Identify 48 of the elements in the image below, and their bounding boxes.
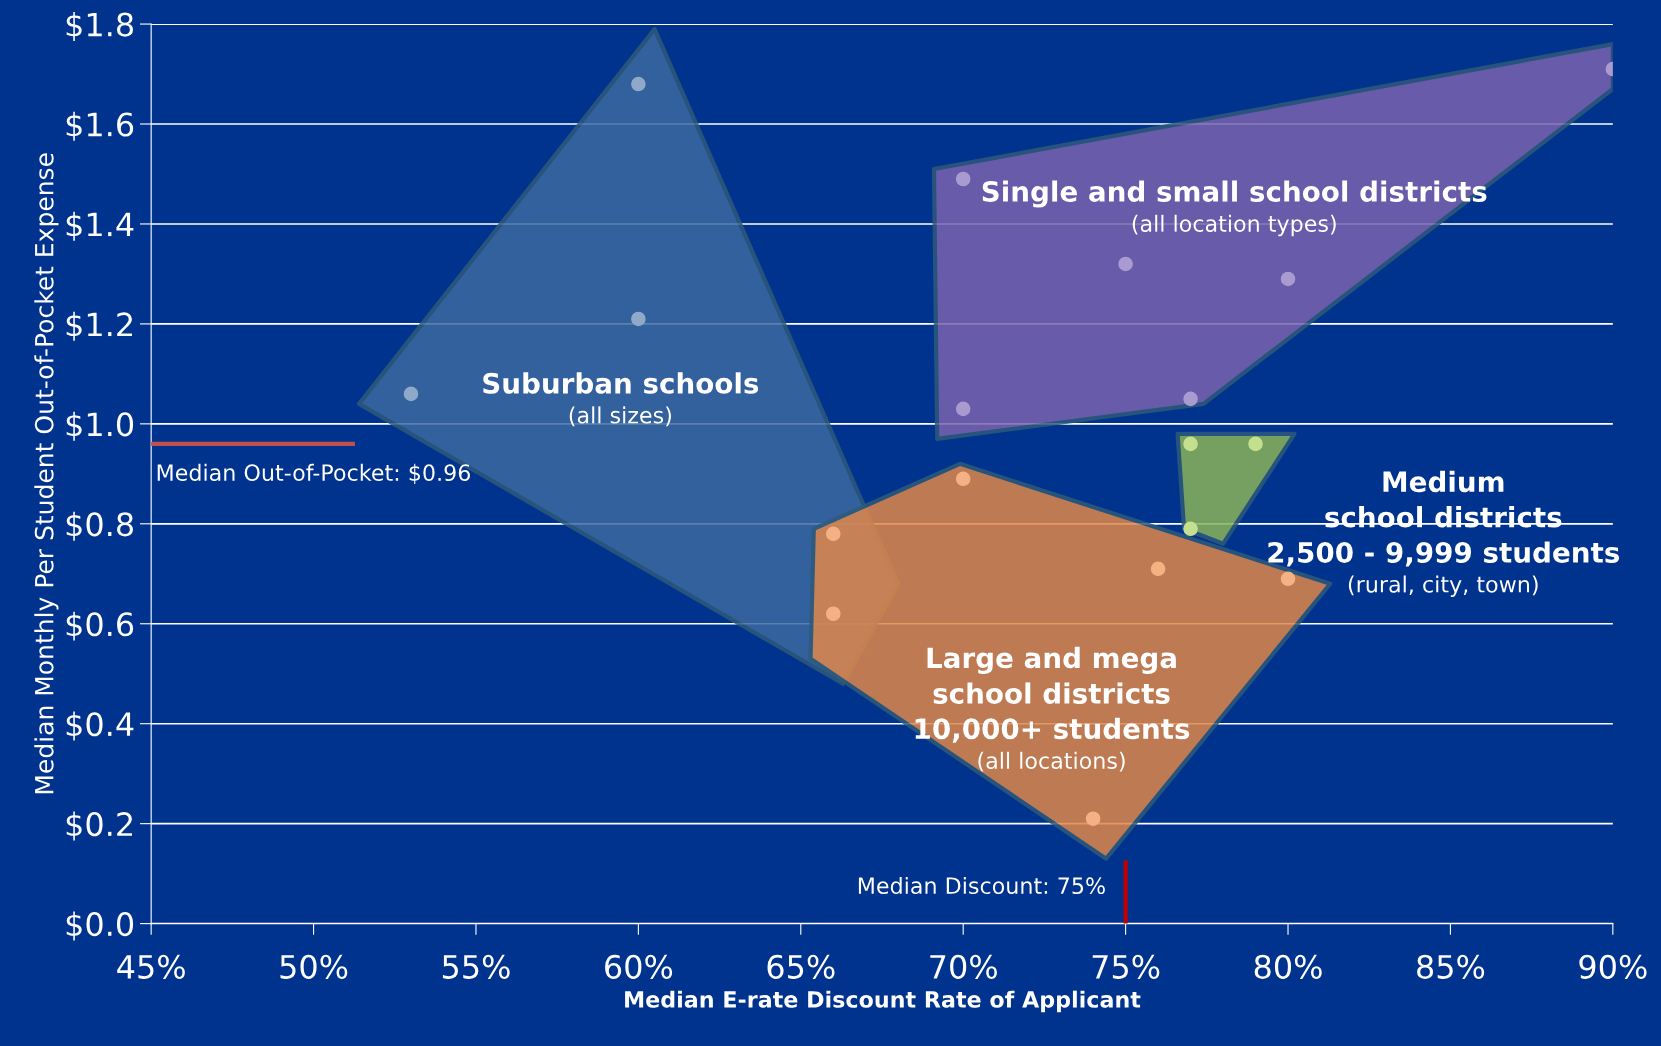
point (1150, 561, 1166, 577)
y-tick-label: $0.4 (66, 711, 134, 741)
x-tick-label: 55% (442, 954, 510, 979)
annotation: (all sizes) (569, 406, 671, 427)
point (1183, 521, 1198, 537)
point (1118, 256, 1133, 272)
point (1248, 436, 1263, 452)
series-label: Suburban schools (483, 372, 759, 394)
series-label: Large and mega school districts 10,000+ students (915, 646, 1190, 743)
y-tick-label: $0.0 (66, 911, 134, 941)
point (403, 386, 419, 402)
y-tick-label: $0.8 (66, 511, 133, 541)
annotation: (rural, city, town) (1348, 575, 1538, 597)
y-tick-label: $0.2 (66, 811, 132, 841)
point (1183, 436, 1198, 452)
x-tick-label: 60% (605, 954, 673, 979)
point (955, 401, 971, 417)
point (1183, 391, 1198, 407)
point (631, 76, 646, 92)
x-tick-label: 45% (117, 954, 185, 979)
x-tick-label: 75% (1092, 954, 1160, 979)
point (631, 311, 646, 327)
series-label: Single and small school districts (982, 180, 1487, 208)
point (1085, 811, 1101, 826)
annotation: (all locations) (978, 751, 1125, 772)
x-tick-label: 90% (1579, 954, 1647, 979)
point (825, 526, 841, 542)
point (955, 471, 971, 487)
x-tick-label: 85% (1417, 954, 1485, 979)
x-axis-title: Median E-rate Discount Rate of Applicant (625, 990, 1141, 1013)
x-tick-label: 80% (1254, 954, 1322, 979)
y-tick-label: $1.0 (66, 411, 134, 441)
y-tick-label: $1.6 (66, 111, 134, 141)
ref-line-label: Median Discount: 75% (858, 876, 1105, 895)
y-tick-label: $1.8 (66, 11, 133, 41)
annotation: (all location types) (1132, 214, 1336, 237)
y-axis-title: Median Monthly Per Student Out-of-Pocket Expense (34, 153, 59, 794)
ref-line-label: Median Out-of-Pocket: $0.96 (157, 463, 470, 484)
point (1280, 571, 1296, 587)
x-tick-label: 65% (767, 954, 835, 979)
point (1280, 271, 1296, 287)
x-tick-label: 50% (280, 954, 348, 979)
point (955, 171, 971, 187)
point (825, 606, 841, 622)
y-tick-label: $1.4 (66, 211, 134, 241)
y-tick-label: $0.6 (66, 611, 134, 641)
y-tick-label: $1.2 (66, 311, 132, 341)
x-tick-label: 70% (930, 954, 997, 979)
